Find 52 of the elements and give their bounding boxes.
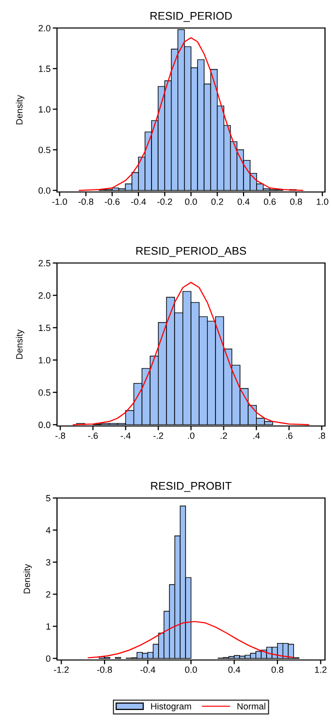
x-tick-label: -0.4 [131, 198, 146, 205]
x-tick-label: -0.6 [104, 198, 120, 205]
y-tick-label: 1.0 [38, 106, 50, 113]
y-tick-label: 1.5 [38, 324, 50, 332]
y-tick-label: 4 [46, 527, 50, 534]
chart-title: RESID_PROBIT [151, 482, 232, 492]
x-tick-label: .6 [286, 432, 292, 439]
chart-title: RESID_PERIOD [150, 12, 232, 22]
x-tick-label: 0.8 [290, 198, 302, 205]
y-tick-label: 0 [46, 655, 50, 662]
x-tick-label: 0.8 [272, 666, 284, 673]
y-tick-label: 2 [46, 591, 50, 598]
x-tick-label: 0.0 [185, 666, 197, 673]
x-tick-label: -1.0 [52, 198, 68, 205]
x-tick-label: -0.8 [78, 198, 94, 205]
x-tick-label: 0.4 [238, 198, 250, 205]
y-tick-label: 3 [46, 559, 50, 566]
x-tick-label: -.2 [153, 432, 164, 439]
y-tick-label: 2.0 [38, 292, 50, 299]
y-tick-label: 2.5 [38, 260, 50, 266]
y-axis-title: Density [16, 94, 24, 124]
y-axis-title: Density [16, 329, 24, 359]
x-tick-label: -1.2 [54, 666, 69, 673]
y-tick-label: 1.5 [38, 66, 50, 72]
x-tick-label: 0.6 [264, 198, 276, 205]
x-tick-label: -.8 [55, 432, 66, 439]
x-tick-label: 0.2 [211, 198, 224, 205]
y-tick-label: 1 [46, 623, 50, 630]
y-tick-label: 1.0 [38, 356, 50, 364]
y-axis-title: Density [23, 564, 32, 594]
legend-label: Normal [237, 702, 266, 710]
y-tick-label: 0.5 [38, 389, 50, 396]
y-tick-label: 5 [46, 495, 50, 502]
x-tick-label: 0.4 [228, 666, 240, 673]
legend-label: Histogram [151, 702, 192, 712]
x-tick-label: -.6 [88, 432, 98, 439]
x-tick-label: 0.0 [185, 198, 197, 205]
y-tick-label: 0.5 [38, 146, 50, 154]
x-tick-label: .4 [253, 432, 260, 439]
x-tick-label: -0.8 [97, 666, 112, 673]
x-tick-label: -0.4 [140, 666, 156, 673]
y-tick-label: 2.0 [38, 24, 50, 32]
y-tick-label: 0.0 [38, 422, 50, 428]
x-tick-label: .8 [318, 432, 326, 439]
x-tick-label: -0.2 [157, 198, 172, 205]
x-tick-label: .0 [188, 432, 194, 439]
x-tick-label: -.4 [120, 432, 131, 439]
y-tick-label: 0.0 [38, 187, 50, 194]
chart-title: RESID_PERIOD_ABS [136, 246, 246, 257]
x-tick-label: 1.2 [315, 666, 326, 673]
x-tick-label: .2 [220, 432, 227, 439]
x-tick-label: 1.0 [316, 198, 328, 205]
